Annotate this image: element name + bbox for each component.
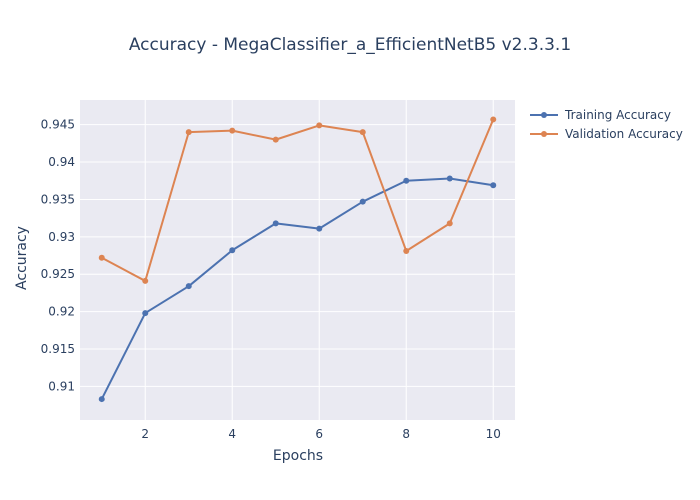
y-axis-title: Accuracy	[14, 226, 30, 290]
y-tick-label: 0.945	[41, 118, 75, 132]
series-lines	[98, 116, 497, 403]
series-line-validation	[101, 119, 495, 282]
legend-swatch-marker	[541, 131, 547, 137]
data-point	[446, 220, 453, 227]
data-point	[98, 396, 105, 403]
data-point	[359, 198, 366, 205]
y-tick-label: 0.915	[41, 342, 75, 356]
data-point	[229, 247, 236, 254]
data-point	[98, 254, 105, 261]
x-tick-label: 2	[141, 427, 149, 441]
y-tick-label: 0.925	[41, 267, 75, 281]
x-tick-label: 6	[315, 427, 323, 441]
y-tick-label: 0.91	[48, 379, 75, 393]
data-point	[272, 220, 279, 227]
data-point	[403, 177, 410, 184]
legend-entry-label: Validation Accuracy	[565, 127, 683, 141]
data-point	[185, 283, 192, 290]
data-point	[446, 175, 453, 182]
data-point	[142, 310, 149, 317]
x-tick-label: 8	[402, 427, 410, 441]
x-axis-title: Epochs	[273, 448, 323, 464]
data-point	[490, 182, 497, 189]
data-point	[490, 116, 497, 123]
y-tick-label: 0.93	[48, 230, 75, 244]
grid-lines	[80, 100, 515, 420]
data-point	[229, 127, 236, 134]
y-tick-label: 0.935	[41, 192, 75, 206]
y-tick-label: 0.92	[48, 305, 75, 319]
data-point	[272, 136, 279, 143]
legend-entry-label: Training Accuracy	[564, 108, 671, 122]
data-point	[316, 122, 323, 129]
series-line-training	[100, 177, 494, 400]
data-point	[316, 225, 323, 232]
data-point	[142, 277, 149, 284]
tick-labels: 2 4 6 8 10 0.91 0.915 0.92 0.925 0.93 0.935 0.94 0.9…	[41, 118, 501, 441]
x-tick-label: 10	[486, 427, 501, 441]
chart-title: Accuracy - MegaClassifier_a_EfficientNet…	[129, 35, 571, 55]
y-tick-label: 0.94	[48, 155, 75, 169]
data-point	[403, 248, 410, 255]
legend-swatch-marker	[541, 112, 547, 118]
data-point	[185, 129, 192, 136]
data-point	[359, 129, 366, 136]
legend: Training Accuracy Validation Accuracy	[530, 108, 683, 141]
x-tick-label: 4	[228, 427, 236, 441]
plot-area	[80, 100, 515, 420]
